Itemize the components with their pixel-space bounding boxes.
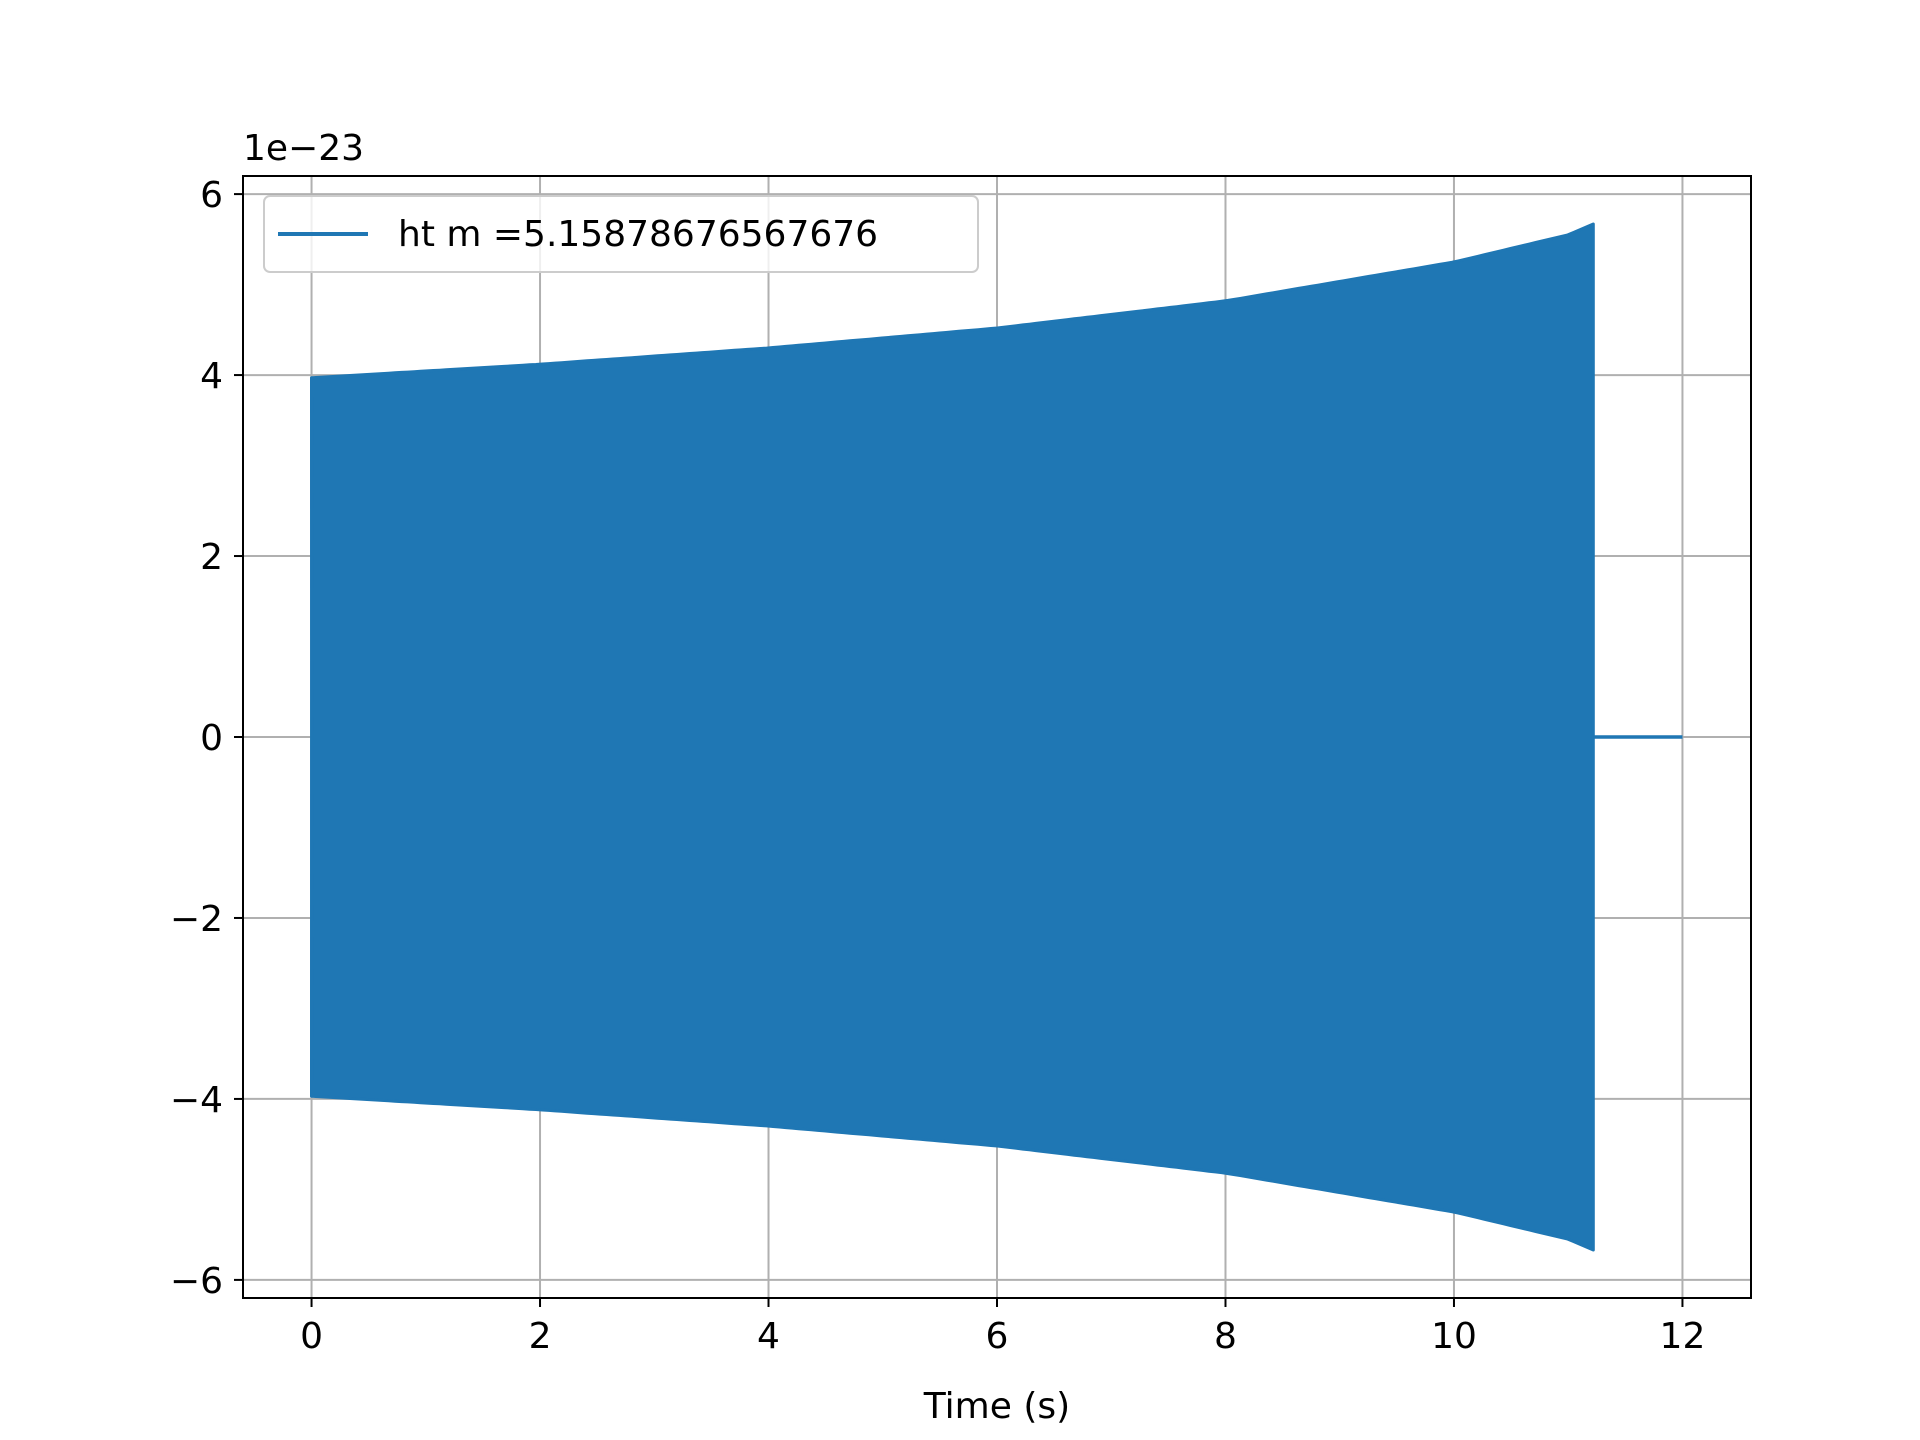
- x-tick-label: 8: [1214, 1316, 1237, 1357]
- legend-label: ht m =5.15878676567676: [398, 214, 878, 255]
- x-tick-label: 6: [986, 1316, 1009, 1357]
- series-0-band: [310, 222, 1595, 1252]
- y-tick-label: −2: [170, 899, 223, 940]
- y-tick-label: −6: [170, 1261, 223, 1302]
- y-tick-label: 2: [200, 537, 223, 578]
- series-layer: [310, 222, 1683, 1252]
- x-tick-label: 2: [529, 1316, 552, 1357]
- legend-box: [263, 195, 979, 273]
- legend: ht m =5.15878676567676: [263, 195, 979, 273]
- x-tick-label: 0: [300, 1316, 323, 1357]
- y-offset-label: 1e−23: [243, 128, 364, 169]
- y-tick-label: −4: [170, 1080, 223, 1121]
- x-tick-label: 12: [1660, 1316, 1706, 1357]
- y-tick-label: 0: [200, 718, 223, 759]
- x-axis-label: Time (s): [923, 1386, 1070, 1427]
- y-tick-label: 6: [200, 175, 223, 216]
- x-tick-label: 4: [757, 1316, 780, 1357]
- ticks: 0 2 4 6 8 10 12 −6 −4 −2 0 2 4 6: [170, 175, 1705, 1357]
- x-tick-label: 10: [1431, 1316, 1477, 1357]
- y-tick-label: 4: [200, 356, 223, 397]
